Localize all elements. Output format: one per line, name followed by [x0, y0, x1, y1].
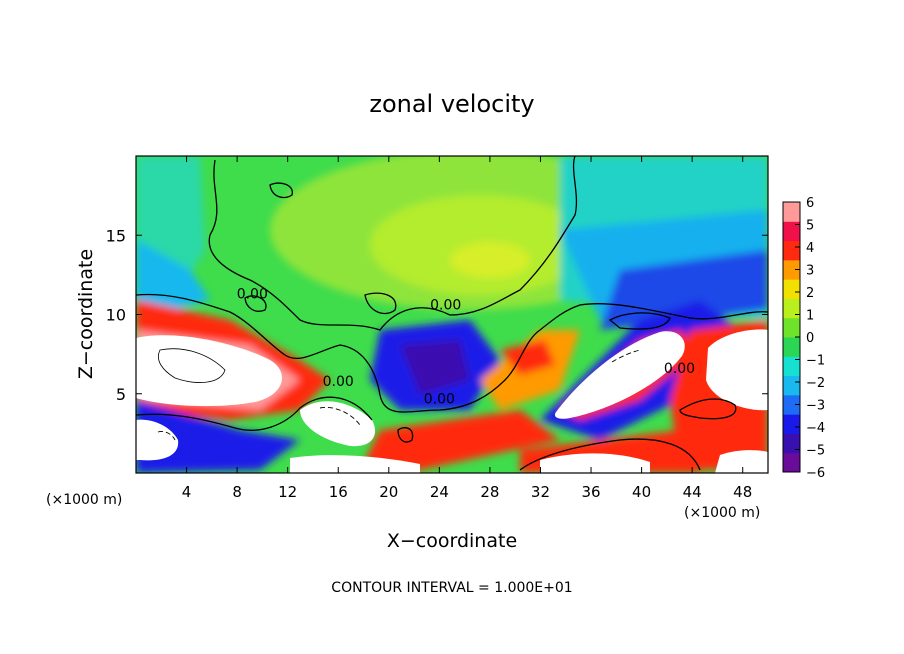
- colorbar-tick-label: −6: [806, 466, 825, 481]
- x-unit-right: (×1000 m): [684, 505, 760, 521]
- colorbar-swatch: [783, 279, 800, 299]
- colorbar-tick-label: 4: [806, 241, 814, 256]
- y-axis: 5 10 15: [106, 226, 768, 404]
- colorbar-tick-label: 3: [806, 264, 814, 279]
- colorbar-tick-label: −4: [806, 421, 825, 436]
- colorbar-swatch: [783, 221, 800, 242]
- colorbar-swatch: [783, 317, 800, 338]
- x-tick-label: 8: [232, 483, 242, 501]
- colorbar-tick-label: 1: [806, 309, 814, 324]
- x-tick-label: 16: [329, 483, 348, 501]
- x-tick-label: 44: [683, 483, 702, 501]
- x-tick-label: 20: [379, 483, 398, 501]
- x-tick-label: 32: [531, 483, 550, 501]
- colorbar-swatch: [783, 259, 800, 280]
- colorbar-swatch: [783, 202, 800, 222]
- contour-label: 0.00: [237, 287, 268, 303]
- x-tick-label: 12: [278, 483, 297, 501]
- colorbar-swatch: [783, 337, 800, 357]
- colorbar-swatch: [783, 433, 800, 454]
- x-tick-label: 24: [430, 483, 449, 501]
- contour-label: 0.00: [323, 374, 354, 390]
- contour-interval-note: CONTOUR INTERVAL = 1.000E+01: [331, 580, 572, 596]
- contour-label: 0.00: [664, 361, 695, 377]
- y-tick-label: 5: [116, 385, 126, 404]
- x-tick-label: 40: [632, 483, 651, 501]
- x-tick-label: 36: [581, 483, 600, 501]
- y-tick-label: 10: [106, 306, 126, 325]
- colorbar-swatch: [783, 356, 800, 377]
- y-tick-label: 15: [106, 226, 126, 245]
- x-axis: 4 8 12 16 20 24 28 32 36 40 44 48: [182, 156, 752, 501]
- colorbar-tick-label: −1: [806, 354, 825, 369]
- contour-label: 0.00: [424, 391, 455, 407]
- colorbar-swatch: [783, 414, 800, 434]
- contour-label: 0.00: [430, 298, 461, 314]
- x-tick-label: 28: [480, 483, 499, 501]
- x-axis-label: X−coordinate: [387, 530, 517, 552]
- colorbar-tick-label: −2: [806, 376, 825, 391]
- colorbar-tick-label: 5: [806, 219, 814, 234]
- colorbar-swatch: [783, 394, 800, 415]
- colorbar-tick-label: 0: [806, 331, 814, 346]
- y-axis-label: Z−coordinate: [75, 249, 97, 379]
- contour-labels: 0.00 0.00 0.00 0.00 0.00: [237, 287, 695, 408]
- colorbar: 6 5 4 3 2 1 0 −1 −2 −3 −4 −5 −6: [782, 196, 825, 481]
- colorbar-swatch: [783, 452, 800, 473]
- x-unit-left: (×1000 m): [46, 492, 122, 508]
- x-tick-label: 4: [182, 483, 192, 501]
- chart-title: zonal velocity: [369, 90, 534, 118]
- colorbar-tick-label: −5: [806, 444, 825, 459]
- x-tick-label: 48: [733, 483, 752, 501]
- colorbar-tick-label: 6: [806, 196, 814, 211]
- colorbar-swatch: [783, 298, 800, 319]
- colorbar-swatch: [783, 375, 800, 396]
- colorbar-swatch: [783, 240, 800, 261]
- heatmap-field: [136, 156, 768, 473]
- colorbar-tick-label: −3: [806, 399, 825, 414]
- colorbar-tick-label: 2: [806, 286, 814, 301]
